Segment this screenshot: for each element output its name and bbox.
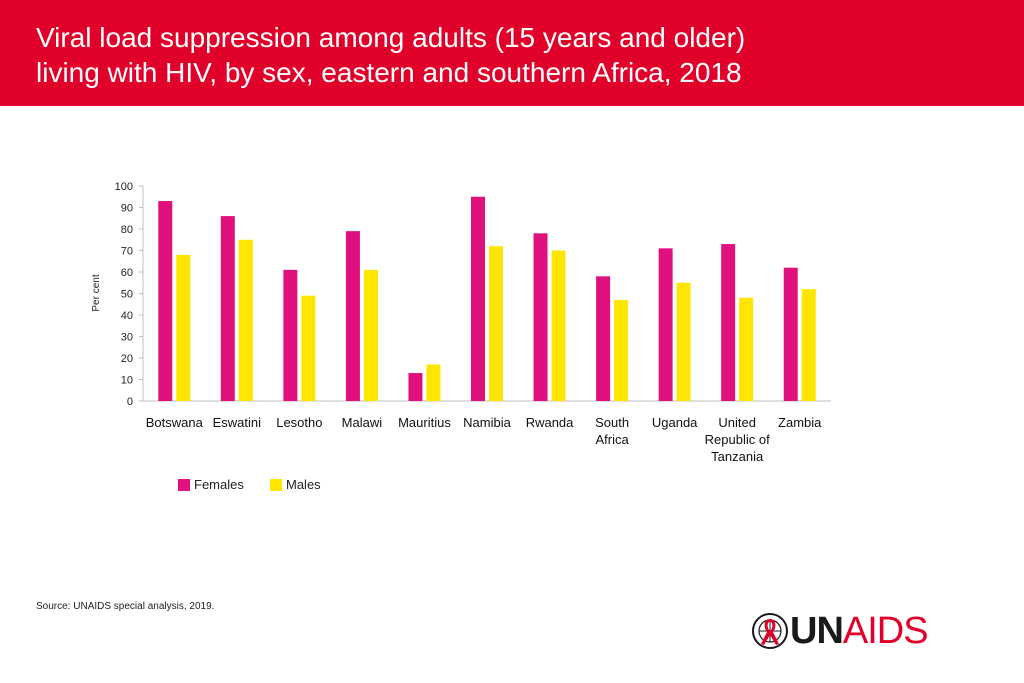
legend-item-females: Females <box>178 477 270 492</box>
bar-females-7 <box>596 276 611 401</box>
title-line-2: living with HIV, by sex, eastern and sou… <box>36 57 742 88</box>
bar-males-2 <box>301 295 316 401</box>
source-note: Source: UNAIDS special analysis, 2019. <box>36 601 214 612</box>
category-label: Namibia <box>463 415 511 430</box>
bar-males-10 <box>801 289 816 401</box>
y-tick-label: 0 <box>127 396 133 408</box>
bar-males-1 <box>238 239 253 401</box>
bar-females-4 <box>408 373 423 401</box>
bar-males-8 <box>676 282 691 401</box>
y-tick-label: 90 <box>121 203 133 215</box>
logo-aids: AIDS <box>842 610 929 652</box>
source-text: UNAIDS special analysis, 2019. <box>73 601 215 612</box>
y-tick-label: 10 <box>121 375 133 387</box>
legend-swatch-males <box>270 478 282 491</box>
bar-males-4 <box>426 364 441 401</box>
category-label: Republic of <box>705 432 770 447</box>
logo-un: UN <box>790 610 844 652</box>
y-tick-label: 60 <box>121 267 133 279</box>
category-label: South <box>595 415 629 430</box>
bar-males-6 <box>551 250 566 401</box>
legend-label-males: Males <box>286 477 321 492</box>
bar-females-8 <box>658 248 673 401</box>
y-tick-label: 30 <box>121 332 133 344</box>
title-banner: Viral load suppression among adults (15 … <box>0 0 1024 106</box>
category-label: Zambia <box>778 415 822 430</box>
category-label: Lesotho <box>276 415 322 430</box>
category-label: Africa <box>595 432 629 447</box>
bar-males-3 <box>363 269 378 401</box>
category-label: Mauritius <box>398 415 451 430</box>
un-emblem-ribbon-icon <box>752 613 788 649</box>
chart-bars <box>158 196 816 401</box>
y-tick-label: 40 <box>121 310 133 322</box>
bar-males-0 <box>176 254 191 401</box>
bar-females-3 <box>345 231 360 401</box>
bar-males-5 <box>489 246 503 401</box>
chart-axes: 0 10 20 30 40 50 60 70 80 90 100 Per cent <box>91 181 831 408</box>
category-label: Eswatini <box>213 415 262 430</box>
source-label: Source: <box>36 601 71 612</box>
chart-legend: Females Males <box>178 477 321 492</box>
unaids-logo: UNAIDS <box>750 610 929 652</box>
y-tick-label: 50 <box>121 289 133 301</box>
bar-females-9 <box>721 244 736 401</box>
page-title: Viral load suppression among adults (15 … <box>36 20 996 90</box>
category-label: United <box>718 415 756 430</box>
y-tick-label: 70 <box>121 246 133 258</box>
bar-males-7 <box>614 299 629 401</box>
y-axis-label: Per cent <box>91 274 102 311</box>
bar-females-5 <box>471 196 485 401</box>
y-tick-label: 20 <box>121 353 133 365</box>
chart-labels: Botswana Eswatini Lesotho Malawi Mauritius Na… <box>146 415 822 464</box>
category-label: Rwanda <box>526 415 574 430</box>
bar-females-0 <box>158 201 173 401</box>
category-label: Tanzania <box>711 449 764 464</box>
bar-females-10 <box>783 267 798 401</box>
legend-label-females: Females <box>194 477 244 492</box>
category-label: Malawi <box>342 415 383 430</box>
legend-item-males: Males <box>270 477 321 492</box>
category-label: Botswana <box>146 415 204 430</box>
bar-females-2 <box>283 269 298 401</box>
bar-males-9 <box>739 297 754 401</box>
title-line-1: Viral load suppression among adults (15 … <box>36 22 746 53</box>
logo-wordmark: UNAIDS <box>790 610 929 652</box>
y-tick-label: 100 <box>115 181 133 193</box>
legend-swatch-females <box>178 478 190 491</box>
category-label: Uganda <box>652 415 698 430</box>
y-tick-label: 80 <box>121 224 133 236</box>
bar-females-1 <box>220 216 235 401</box>
bar-females-6 <box>533 233 548 401</box>
